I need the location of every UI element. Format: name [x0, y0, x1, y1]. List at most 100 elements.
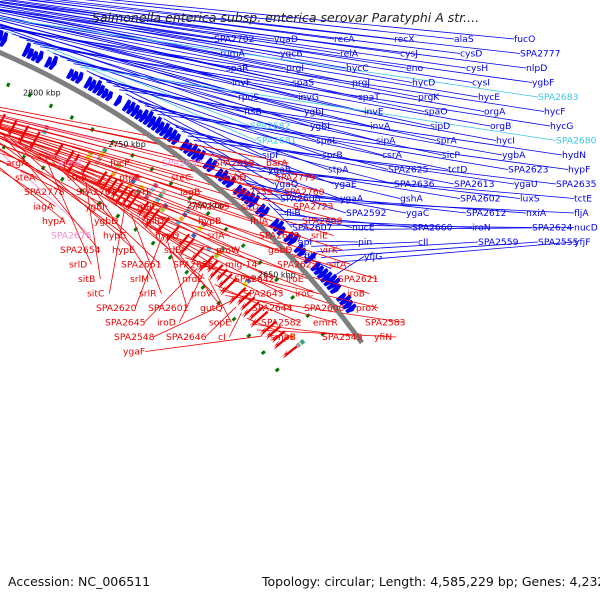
leader-line — [119, 89, 563, 156]
reverse-cds-arrow — [249, 310, 269, 329]
gene-label: hycG — [550, 121, 573, 132]
forward-cds-arrow — [83, 76, 93, 89]
category-block — [101, 147, 108, 154]
leader-line — [303, 256, 332, 270]
gene-label: tctD — [448, 165, 467, 176]
gene-label: SPA2583 — [365, 318, 406, 329]
forward-cds-arrow — [269, 217, 280, 229]
gene-label: hypA — [42, 216, 66, 227]
leader-line — [0, 148, 117, 222]
gene-label: cysH — [466, 63, 488, 74]
category-block — [160, 188, 167, 195]
gene-label: SPA2698 — [302, 216, 343, 227]
category-block — [133, 174, 139, 181]
gene-label: fljA — [574, 208, 589, 219]
gene-label: sipA — [376, 136, 396, 147]
leader-line — [0, 167, 65, 222]
gene-label: SPA2635 — [556, 179, 597, 190]
scale-label: 2750 kbp — [108, 140, 146, 149]
leader-line — [0, 123, 194, 178]
gene-label: SPA2607 — [292, 223, 333, 234]
gene-label: hypF — [568, 165, 590, 176]
gene-label: invG — [298, 92, 319, 103]
gene-label: yfjG — [364, 252, 382, 263]
gene-label: SPA2548 — [114, 332, 155, 343]
gene-label: SPA2602 — [460, 194, 500, 205]
forward-cds-arrow — [190, 147, 202, 161]
leader-line — [167, 242, 188, 309]
forward-cds-arrow — [70, 70, 79, 82]
leader-line — [19, 36, 371, 127]
gc-tick — [260, 350, 266, 356]
leader-line — [225, 295, 405, 323]
leader-line — [45, 157, 92, 265]
gene-label: fliB — [286, 208, 301, 219]
gene-label: sopE — [209, 318, 231, 329]
gene-label: pin — [358, 237, 372, 248]
gene-label: steB — [67, 173, 87, 184]
leader-line — [173, 247, 223, 309]
leader-line — [0, 143, 90, 178]
gene-label: ygbJ — [304, 107, 324, 118]
reverse-cds-arrow — [281, 345, 298, 359]
gene-label: sitA — [329, 260, 347, 271]
leader-line — [0, 114, 324, 193]
gene-label: srlA — [207, 231, 225, 242]
category-block — [220, 245, 227, 252]
leader-line — [0, 159, 64, 193]
forward-cds-arrow — [335, 292, 347, 302]
gene-label: ygbD — [94, 216, 118, 227]
gc-tick — [150, 240, 156, 246]
leader-line — [0, 0, 275, 40]
leader-line — [25, 0, 461, 54]
leader-line — [0, 119, 333, 207]
leader-line — [0, 0, 341, 54]
gene-labels: SPA2702 yqaD recA recX alaS fucO rumA yqcB relA c… — [6, 34, 598, 358]
gene-label: spaR — [226, 63, 249, 74]
label-leader-lines — [0, 0, 575, 352]
leader-line — [0, 133, 334, 236]
forward-cds-arrow — [26, 47, 34, 60]
gene-label: spaO — [424, 107, 447, 118]
gene-label: cysD — [460, 49, 482, 60]
leader-line — [79, 177, 352, 265]
leader-line — [144, 105, 449, 170]
leader-line — [5, 30, 251, 127]
leader-line — [191, 262, 379, 309]
forward-cds-arrow — [129, 104, 140, 118]
gene-label: fucO — [514, 34, 535, 45]
category-block — [299, 339, 306, 345]
leader-line — [0, 116, 202, 164]
gene-label: hypC — [103, 231, 127, 242]
reverse-cds-arrow — [190, 246, 205, 262]
leader-line — [3, 135, 100, 251]
gene-label: SPA2642 — [234, 274, 274, 285]
gene-label: srlR — [139, 289, 157, 300]
leader-line — [157, 113, 569, 170]
gene-label: sopD — [223, 173, 246, 184]
forward-cds-arrow — [21, 42, 32, 58]
gene-label: ptpS — [119, 173, 140, 184]
leader-line — [0, 151, 91, 236]
leader-line — [0, 110, 315, 178]
gene-label: SPA2723 — [293, 202, 334, 213]
gene-label: srlB — [164, 245, 181, 256]
leader-line — [204, 306, 237, 338]
forward-cds-arrow — [313, 265, 325, 276]
leader-line — [112, 85, 503, 156]
gc-tick — [167, 254, 173, 260]
gene-label: proW — [216, 245, 240, 256]
leader-line — [290, 224, 533, 228]
forward-cds-arrow — [125, 101, 136, 115]
gene-label: SPA2555 — [538, 237, 579, 248]
forward-cds-arrow — [232, 184, 243, 195]
gene-label: iagA — [33, 202, 54, 213]
gene-label: hilD — [146, 216, 164, 227]
gene-label: iroE — [286, 274, 304, 285]
leader-line — [109, 208, 126, 294]
leader-line — [321, 241, 539, 258]
forward-cds-arrow — [345, 303, 357, 314]
gene-label: ygbI — [85, 202, 105, 213]
gene-label: cysJ — [400, 49, 418, 60]
